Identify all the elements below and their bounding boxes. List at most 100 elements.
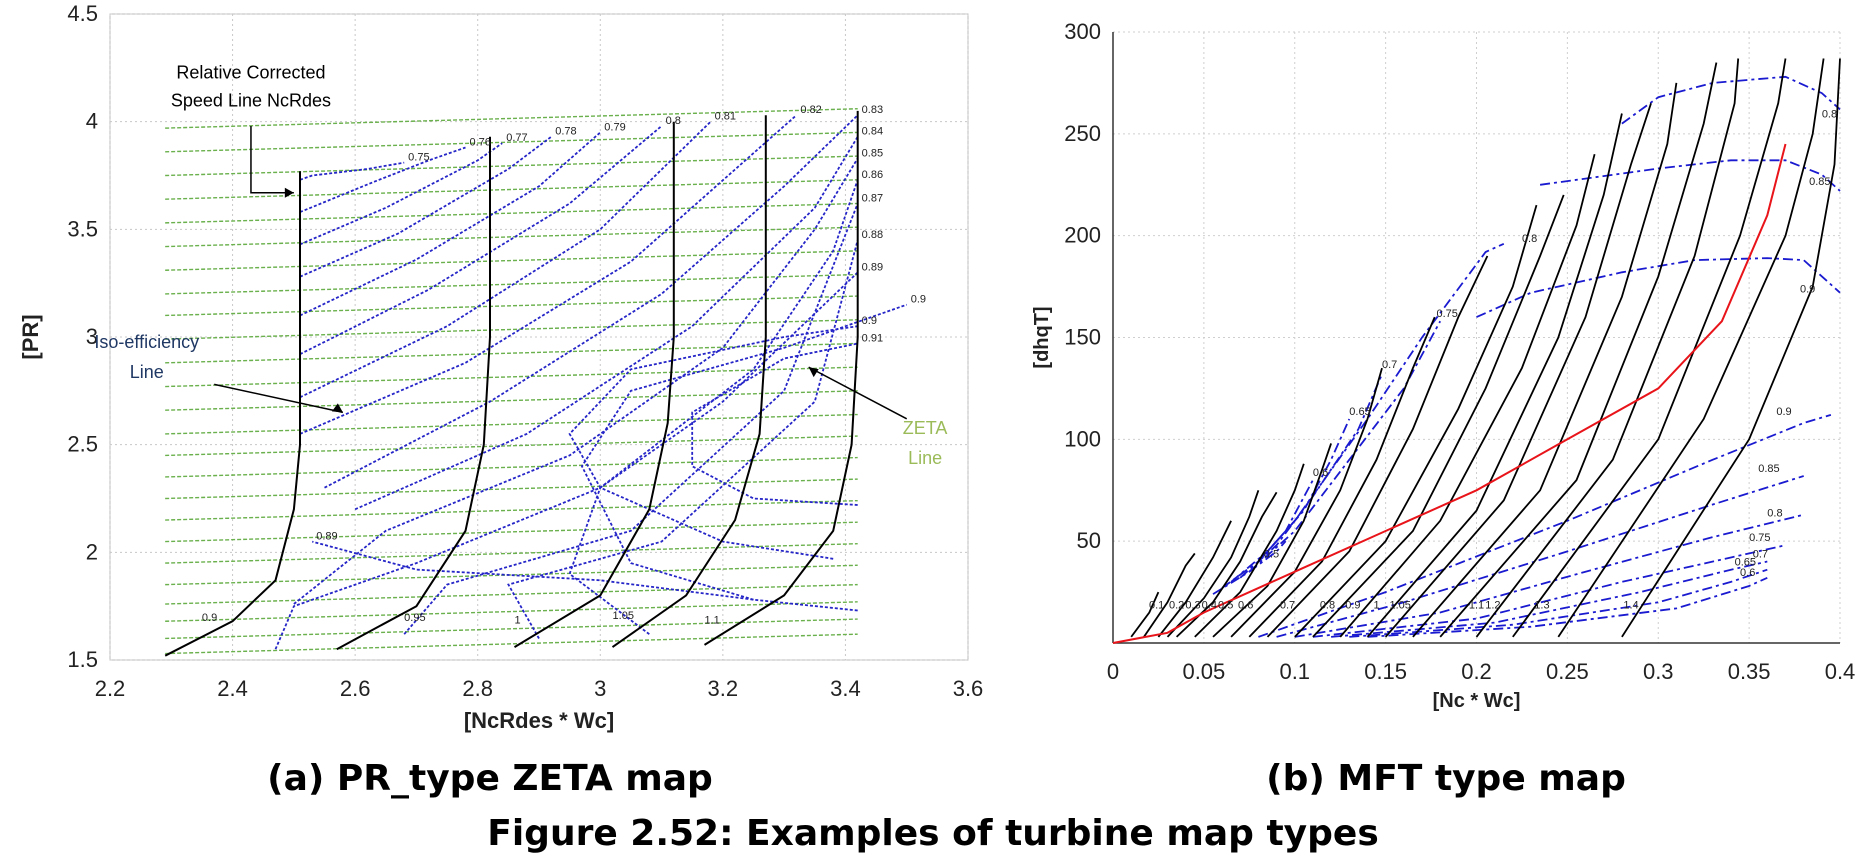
y-axis-label: [PR]	[18, 314, 43, 359]
efficiency-label: 0.77	[506, 132, 527, 144]
chart-a: 2.2 2.4 2.6 2.8 3 3.2 3.4 3.6 1.5 2 2.5 3 3.5 4 4.5 [Nc…	[18, 1, 983, 733]
y-tick-label: 200	[1064, 223, 1101, 248]
speed-curve	[1294, 204, 1538, 638]
efficiency-label: 0.9	[1776, 406, 1791, 418]
efficiency-label: 0.5	[1264, 548, 1279, 560]
x-tick-label: 2.6	[340, 676, 371, 701]
x-tick-label: 3	[594, 676, 606, 701]
efficiency-curve	[1248, 320, 1441, 573]
y-tick-label: 2	[86, 539, 98, 564]
annotation-text: Line	[908, 448, 942, 468]
speed-label: 1.3	[1534, 599, 1549, 611]
efficiency-curve	[1221, 479, 1314, 589]
x-tick-label: 0.15	[1364, 659, 1407, 684]
efficiency-curve	[1294, 513, 1804, 638]
speed-curve	[1166, 490, 1260, 638]
iso-efficiency-line	[299, 114, 797, 435]
speed-label: 1.1	[1469, 599, 1484, 611]
y-tick-label: 1.5	[67, 647, 98, 672]
zeta-line	[165, 273, 858, 295]
efficiency-label: 0.82	[800, 104, 821, 116]
y-tick-label: 50	[1077, 528, 1101, 553]
speed-curve	[1339, 153, 1596, 638]
efficiency-curve	[1539, 159, 1841, 192]
zeta-arrow	[808, 366, 908, 420]
x-tick-label: 0.05	[1182, 659, 1225, 684]
y-tick-label: 4	[86, 109, 98, 134]
efficiency-label: 0.9	[911, 294, 926, 306]
x-tick-label: 0.3	[1643, 659, 1674, 684]
zeta-line	[165, 226, 858, 248]
x-axis-label: [NcRdes * Wc]	[464, 708, 614, 733]
efficiency-label: 0.9	[862, 315, 877, 327]
efficiency-label: 0.84	[862, 126, 883, 138]
efficiency-label: 0.78	[555, 126, 576, 138]
y-tick-label: 4.5	[67, 1, 98, 26]
efficiency-label: 0.6	[1313, 467, 1328, 479]
speed-curve	[1194, 463, 1305, 638]
efficiency-curve	[1621, 75, 1841, 125]
x-tick-label: 0.4	[1825, 659, 1856, 684]
speed-curve	[1212, 443, 1332, 638]
efficiency-label: 0.85	[862, 147, 883, 159]
iso-efficiency-line	[507, 239, 859, 639]
zeta-line	[165, 478, 858, 500]
y-tick-label: 300	[1064, 19, 1101, 44]
speed-line-arrow	[250, 125, 294, 194]
efficiency-curve	[1349, 568, 1768, 638]
efficiency-curve	[1367, 576, 1768, 638]
efficiency-label: 0.86	[862, 169, 883, 181]
arrow-head	[808, 367, 819, 378]
annotation-text: Speed Line NcRdes	[171, 91, 331, 111]
x-tick-label: 0.35	[1728, 659, 1771, 684]
iso-efficiency-line	[299, 125, 663, 356]
iso-efficiency-line	[568, 325, 858, 560]
zeta-line	[165, 108, 858, 129]
speed-curve	[1230, 367, 1383, 638]
speed-line	[336, 136, 491, 651]
efficiency-label: 0.8	[666, 115, 681, 127]
iso-efficiency-line	[299, 131, 601, 317]
efficiency-label: 0.8	[1822, 109, 1837, 121]
speed-curve	[1384, 103, 1652, 638]
y-tick-label: 250	[1064, 121, 1101, 146]
x-tick-label: 3.6	[953, 676, 984, 701]
speed-curve	[1621, 58, 1841, 638]
zeta-line	[165, 435, 858, 457]
iso-efficiency-line	[293, 157, 859, 605]
speed-curve	[1475, 58, 1740, 638]
speed-line-label: 0.95	[404, 612, 425, 624]
x-tick-label: 3.4	[830, 676, 861, 701]
iso-efficiency-line	[403, 203, 859, 635]
annotation-text: ZETA	[903, 418, 948, 438]
arrow-head	[284, 187, 294, 198]
efficiency-label: 0.75	[408, 152, 429, 164]
x-tick-label: 0.2	[1461, 659, 1492, 684]
efficiency-curve	[1276, 475, 1804, 638]
subplot-caption-b: (b) MFT type map	[1266, 758, 1626, 799]
speed-label: 0.8	[1320, 599, 1335, 611]
y-tick-label: 150	[1064, 325, 1101, 350]
zeta-line	[165, 390, 858, 411]
y-tick-label: 2.5	[67, 432, 98, 457]
x-axis-label: [Nc * Wc]	[1433, 690, 1521, 712]
speed-curve	[1266, 255, 1489, 638]
zeta-line	[165, 583, 858, 605]
iso-efficiency-line	[299, 135, 552, 278]
efficiency-label: 0.7	[1753, 548, 1768, 560]
speed-curve	[1143, 552, 1196, 638]
speed-label: 1.4	[1623, 599, 1638, 611]
iso-efficiency-arrow	[214, 383, 344, 414]
speed-label: 0.4	[1202, 599, 1217, 611]
figure-caption: Figure 2.52: Examples of turbine map typ…	[487, 813, 1379, 854]
speed-label: 0.6	[1238, 599, 1253, 611]
zeta-line	[165, 521, 858, 543]
zeta-line	[165, 295, 858, 317]
efficiency-label: 0.85	[1809, 176, 1830, 188]
efficiency-label: 0.75	[1749, 532, 1770, 544]
y-tick-label: 3.5	[67, 216, 98, 241]
x-tick-label: 0.1	[1279, 659, 1310, 684]
zeta-line	[165, 633, 858, 655]
y-tick-label: 100	[1064, 426, 1101, 451]
